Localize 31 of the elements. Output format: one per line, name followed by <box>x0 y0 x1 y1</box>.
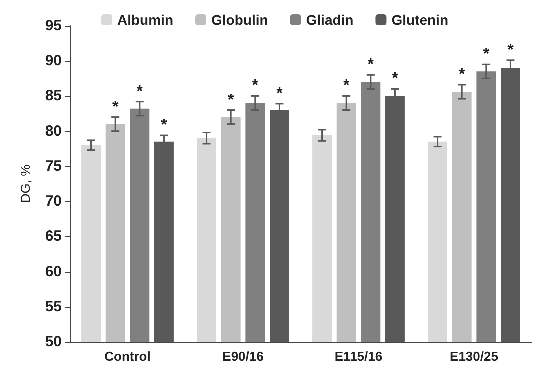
y-tick-label: 55 <box>45 298 62 316</box>
data-label: * <box>368 56 375 74</box>
y-tick-label: 60 <box>45 263 62 280</box>
data-label: * <box>136 83 144 100</box>
y-tick-label: 65 <box>45 228 62 246</box>
data-label: * <box>392 70 400 88</box>
data-label: * <box>276 85 284 102</box>
y-tick-label: 50 <box>45 334 62 350</box>
legend-label: Gliadin <box>306 12 354 28</box>
data-label: * <box>483 46 490 64</box>
y-tick-label: 85 <box>45 88 62 105</box>
y-axis-title: DG, % <box>18 164 33 204</box>
data-label: * <box>458 66 466 84</box>
data-label: * <box>228 92 235 109</box>
y-tick-label: 70 <box>45 193 62 210</box>
data-label: * <box>343 78 350 95</box>
x-tick-label: E115/16 <box>334 349 383 364</box>
y-tick-label: 90 <box>45 52 62 70</box>
data-label: * <box>252 78 260 95</box>
x-tick-label: Control <box>104 349 151 364</box>
y-tick-label: 95 <box>45 18 62 34</box>
legend-label: Glutenin <box>392 12 448 28</box>
data-label: * <box>112 98 120 116</box>
y-tick-label: 80 <box>45 122 62 140</box>
x-tick-label: E130/25 <box>450 349 498 364</box>
data-label: * <box>161 117 168 134</box>
y-tick-label: 75 <box>45 158 62 175</box>
data-label: * <box>508 42 515 59</box>
legend-label: Albumin <box>118 12 174 28</box>
legend-label: Globulin <box>212 12 268 28</box>
x-tick-label: E90/16 <box>222 349 264 364</box>
